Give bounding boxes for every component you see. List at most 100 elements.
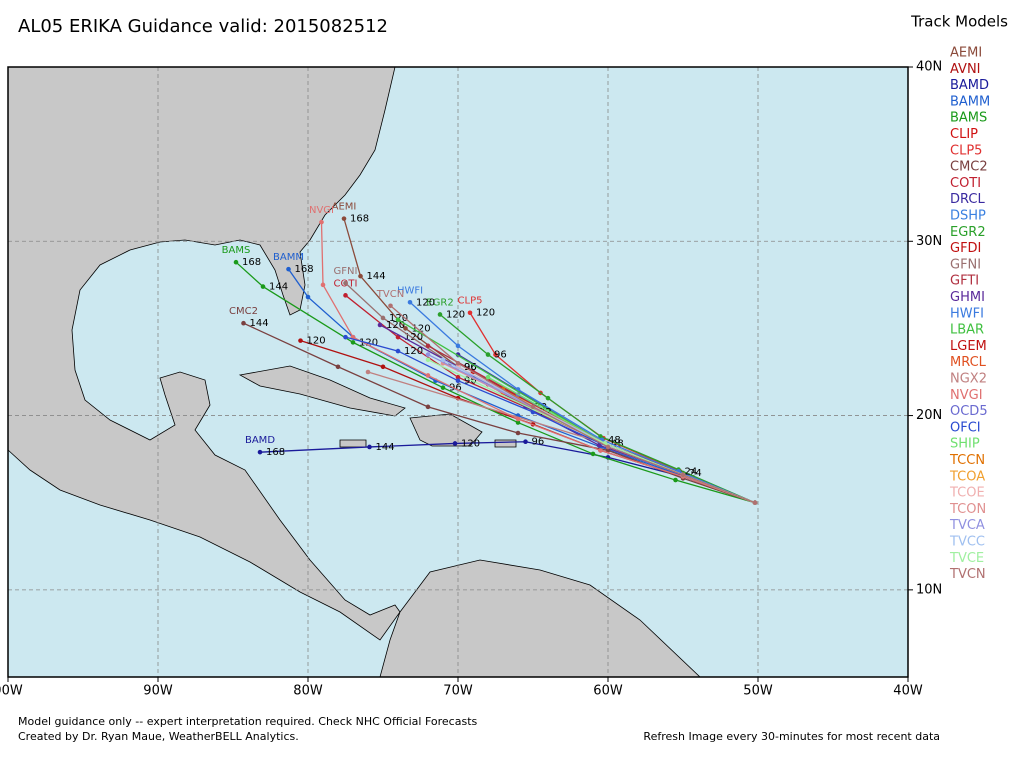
legend-entry: LBAR [950, 323, 984, 338]
lon-tick-label: 80W [293, 684, 323, 699]
track-point [395, 317, 401, 323]
track-point [425, 404, 431, 410]
track-point [343, 280, 348, 286]
axes: 00W 90W 80W 70W 60W 50W 40W 10N 20N 30N 40N [0, 60, 942, 699]
lat-tick-label: 40N [916, 60, 942, 75]
forecast-hour-label: 96 [532, 437, 545, 448]
track-point [257, 449, 263, 455]
track-point [425, 373, 431, 378]
forecast-hour-label: 144 [269, 282, 288, 293]
track-point [343, 334, 348, 340]
grid [8, 67, 908, 677]
track-point [320, 282, 326, 288]
legend-entry: CLIP [950, 127, 978, 142]
track-point [530, 404, 536, 410]
legend-entry: MRCL [950, 355, 987, 370]
track-name-label: BAMS [222, 245, 251, 256]
track-name-label: CLP5 [458, 296, 483, 307]
track-point [365, 369, 371, 375]
track-point [395, 334, 401, 340]
hispaniola [409, 413, 483, 447]
track-point [341, 216, 347, 221]
forecast-hour-label: 120 [307, 336, 326, 347]
track-point [515, 420, 521, 425]
lon-tick-label: 70W [443, 684, 473, 699]
track-point [545, 395, 551, 401]
legend-entry: GFDI [950, 241, 981, 256]
legend-entry: BAMS [950, 111, 987, 126]
legend-entry: GFNI [950, 257, 981, 272]
legend-entry: TVCN [949, 567, 986, 582]
track-point [286, 266, 291, 272]
track-name-label: EGR2 [426, 297, 453, 308]
track-point [523, 439, 528, 445]
track-point [437, 312, 443, 317]
track-point [343, 293, 348, 298]
legend-entry: GHMI [950, 290, 985, 305]
track-point [590, 451, 596, 457]
track-name-label: TVCN [376, 289, 404, 300]
legend-entry: COTI [950, 176, 981, 191]
forecast-hour-label: 168 [350, 214, 369, 225]
track-point [380, 315, 386, 321]
track-point [485, 374, 491, 380]
track-point [260, 284, 266, 289]
track-point [425, 357, 431, 363]
track-name-label: GFNI [334, 266, 358, 277]
lat-tick-label: 10N [916, 582, 942, 597]
forecast-hour-label: 48 [608, 435, 621, 446]
forecast-hour-label: 96 [464, 362, 477, 373]
track-name-label: BAMD [245, 435, 275, 446]
track-name-label: AEMI [332, 202, 357, 213]
forecast-hour-label: 120 [416, 297, 435, 308]
title: AL05 ERIKA Guidance valid: 2015082512 [18, 16, 388, 37]
legend-entry: OCD5 [950, 404, 988, 419]
legend-entry: TVCE [949, 551, 984, 566]
legend-entry: NVGI [950, 388, 983, 403]
forecast-hour-label: 144 [367, 271, 386, 282]
track-line [390, 305, 756, 504]
forecast-hour-label: 24 [689, 468, 702, 479]
legend-entry: DRCL [950, 192, 985, 207]
track-point [380, 364, 386, 370]
track-point [452, 441, 458, 446]
tracks: 24487296120144168AEMI12096120144168BAMD1… [222, 202, 758, 506]
legend-entry: HWFI [950, 306, 984, 321]
track-point [335, 364, 341, 370]
track-point [298, 338, 303, 343]
track-point [440, 385, 446, 390]
track-point [455, 360, 461, 366]
track-point [598, 448, 603, 453]
legend-entry: EGR2 [950, 225, 986, 240]
footer-credit: Created by Dr. Ryan Maue, WeatherBELL An… [18, 730, 299, 743]
track-point [358, 273, 363, 279]
track-point [233, 259, 239, 265]
legend-entry: GFTI [950, 274, 979, 289]
forecast-hour-label: 96 [494, 350, 507, 361]
track-point [596, 442, 602, 448]
track-point [752, 500, 758, 506]
track-point [367, 444, 372, 450]
track-point [605, 444, 611, 450]
forecast-hour-label: 120 [404, 332, 423, 343]
forecast-hour-label: 120 [412, 323, 431, 334]
track-line [320, 222, 756, 504]
legend-entry: SHIP [950, 437, 980, 452]
legend-entry: TCOA [949, 469, 985, 484]
track-point [241, 320, 246, 326]
legend-entry: OFCI [950, 420, 981, 435]
jamaica [339, 439, 367, 448]
legend-entry: TVCC [949, 535, 985, 550]
legend-entry: NGX2 [950, 372, 987, 387]
legend-entry: TCCN [949, 453, 985, 468]
track-name-label: NVGI [309, 205, 334, 216]
lon-tick-label: 00W [0, 684, 23, 699]
track-name-label: BAMM [273, 252, 304, 263]
track-point [403, 326, 408, 331]
track-point [467, 310, 473, 316]
forecast-hour-label: 168 [242, 257, 261, 268]
legend-entry: CMC2 [950, 160, 988, 175]
forecast-hour-label: 168 [295, 264, 314, 275]
